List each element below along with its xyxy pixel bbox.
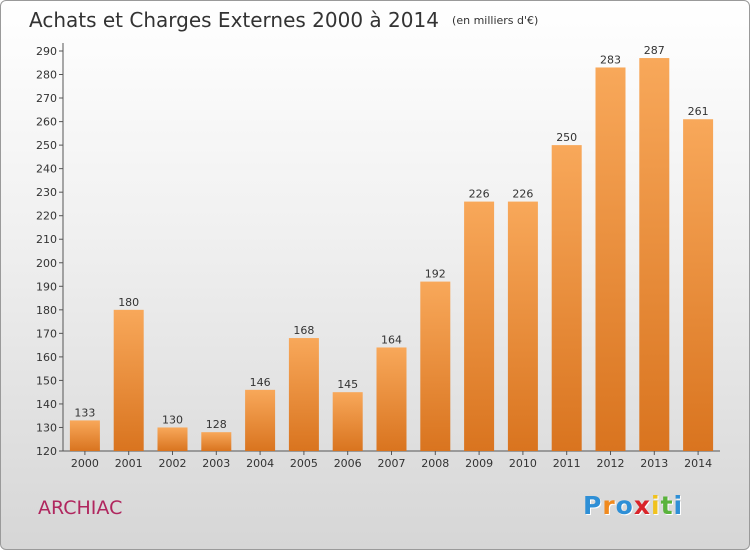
y-tick-label: 280 <box>36 69 57 82</box>
x-tick-label: 2006 <box>334 457 362 470</box>
bar <box>288 338 319 451</box>
x-tick-label: 2010 <box>509 457 537 470</box>
bar-value-label: 261 <box>688 105 709 118</box>
x-tick-label: 2004 <box>246 457 274 470</box>
x-tick-label: 2013 <box>640 457 668 470</box>
chart-unit-text: (en milliers d'€) <box>452 14 539 27</box>
bar <box>113 309 144 451</box>
x-tick-label: 2002 <box>159 457 187 470</box>
x-tick-label: 2005 <box>290 457 318 470</box>
y-tick-label: 250 <box>36 139 57 152</box>
x-tick-label: 2003 <box>202 457 230 470</box>
y-tick-label: 240 <box>36 163 57 176</box>
y-tick-label: 190 <box>36 280 57 293</box>
bar <box>376 347 407 451</box>
y-tick-label: 230 <box>36 186 57 199</box>
bar-value-label: 168 <box>293 324 314 337</box>
x-tick-label: 2000 <box>71 457 99 470</box>
bar-value-label: 133 <box>74 406 95 419</box>
bar-value-label: 250 <box>556 131 577 144</box>
bar <box>464 201 495 451</box>
bar <box>332 392 363 451</box>
bar <box>595 67 626 452</box>
bar <box>69 420 100 451</box>
x-tick-label: 2001 <box>115 457 143 470</box>
bar-value-label: 180 <box>118 296 139 309</box>
x-tick-label: 2009 <box>465 457 493 470</box>
plot-area: 120 130 140 150 160 170 180 190 200 210 220 230 240 2… <box>36 43 720 470</box>
y-tick-label: 220 <box>36 210 57 223</box>
y-tick-label: 200 <box>36 257 57 270</box>
logo-letter: i <box>673 491 684 520</box>
bar <box>639 58 670 451</box>
y-tick-label: 140 <box>36 398 57 411</box>
bar-value-label: 192 <box>425 268 446 281</box>
bar-value-label: 130 <box>162 413 183 426</box>
bar-value-label: 145 <box>337 378 358 391</box>
logo-letter: t <box>660 491 674 520</box>
bar-value-label: 164 <box>381 333 402 346</box>
x-tick-label: 2011 <box>553 457 581 470</box>
bar <box>420 281 451 451</box>
chart-title-text: Achats et Charges Externes 2000 à 2014 <box>29 8 439 32</box>
y-tick-label: 270 <box>36 92 57 105</box>
bar-value-label: 283 <box>600 53 621 66</box>
bar <box>201 432 232 451</box>
y-tick-label: 290 <box>36 45 57 58</box>
logo-letter: x <box>633 491 651 520</box>
x-tick-label: 2008 <box>421 457 449 470</box>
x-tick-label: 2014 <box>684 457 712 470</box>
bar-value-label: 226 <box>469 188 490 201</box>
bar-value-label: 146 <box>250 376 271 389</box>
chart-title: Achats et Charges Externes 2000 à 2014 (… <box>29 8 538 32</box>
x-tick-label: 2012 <box>597 457 625 470</box>
y-tick-label: 160 <box>36 351 57 364</box>
y-tick-label: 150 <box>36 374 57 387</box>
logo-letter: r <box>602 491 616 520</box>
logo-letter: i <box>651 491 661 520</box>
bar <box>551 145 582 451</box>
y-tick-label: 120 <box>36 445 57 458</box>
y-tick-label: 170 <box>36 327 57 340</box>
logo-letter: P <box>583 491 603 520</box>
bar-value-label: 287 <box>644 44 665 57</box>
bar <box>157 427 188 451</box>
y-tick-label: 260 <box>36 116 57 129</box>
y-tick-label: 180 <box>36 304 57 317</box>
city-name: ARCHIAC <box>38 497 123 519</box>
bar-value-label: 226 <box>512 188 533 201</box>
bar <box>683 119 714 451</box>
bar <box>245 389 276 451</box>
y-tick-label: 210 <box>36 233 57 246</box>
x-tick-label: 2007 <box>378 457 406 470</box>
logo-letter: o <box>615 491 634 520</box>
y-tick-label: 130 <box>36 421 57 434</box>
proxiti-logo: Proxiti <box>583 491 683 520</box>
bar <box>507 201 538 451</box>
bar-value-label: 128 <box>206 418 227 431</box>
